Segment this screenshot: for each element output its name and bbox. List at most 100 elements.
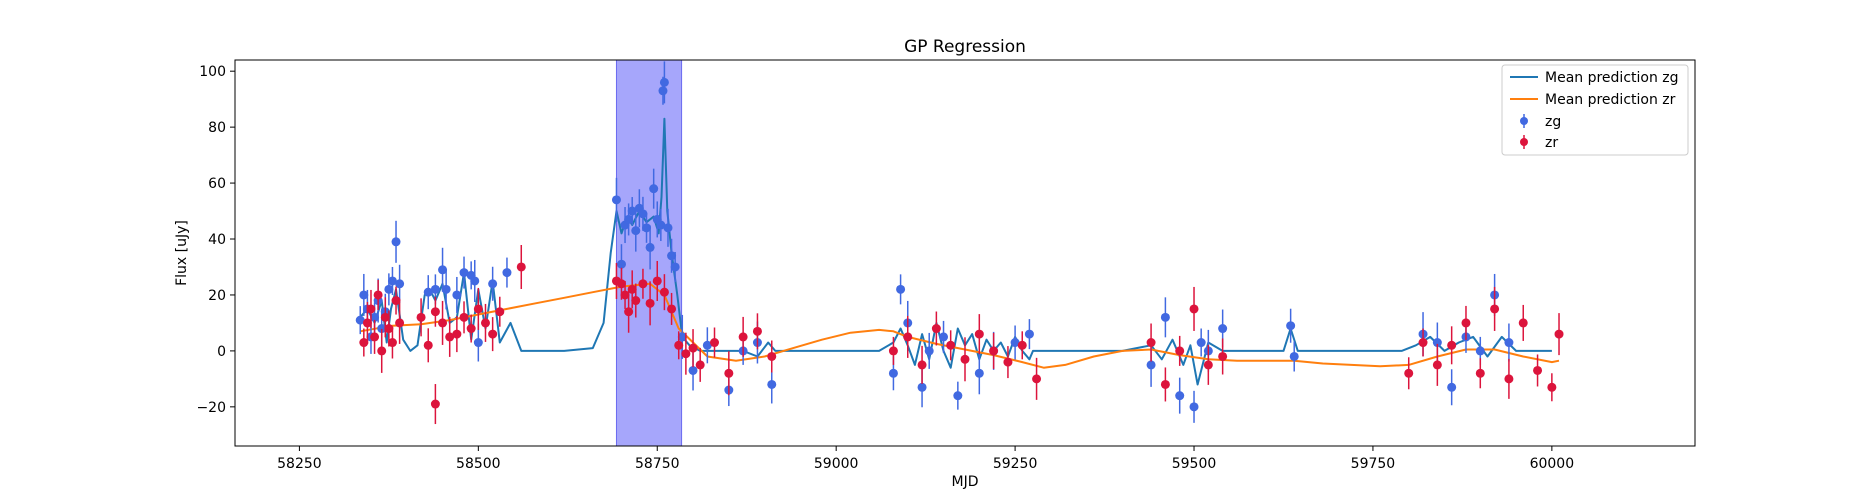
y-tick-label: 100 — [199, 64, 226, 80]
data-point — [649, 184, 659, 194]
data-point — [355, 315, 365, 325]
data-point — [738, 332, 748, 342]
data-point — [377, 346, 387, 356]
data-point — [1160, 312, 1170, 322]
data-point — [917, 382, 927, 392]
data-point — [652, 276, 662, 286]
data-point — [642, 223, 652, 233]
data-point — [370, 332, 380, 342]
data-point — [516, 262, 526, 272]
data-point — [1032, 374, 1042, 384]
data-point — [391, 296, 401, 306]
data-point — [960, 354, 970, 364]
data-point — [924, 346, 934, 356]
data-point — [710, 338, 720, 348]
data-point — [362, 318, 372, 328]
legend-label-zg: zg — [1545, 114, 1561, 130]
data-point — [1218, 351, 1228, 361]
data-point — [438, 318, 448, 328]
data-point — [974, 368, 984, 378]
data-point — [1146, 338, 1156, 348]
data-point — [627, 206, 637, 216]
legend-box — [1501, 64, 1689, 156]
data-point — [1175, 391, 1185, 401]
legend-swatch-zg-marker — [1520, 117, 1528, 125]
data-point — [616, 279, 626, 289]
data-point — [767, 351, 777, 361]
data-point — [681, 349, 691, 359]
x-tick-label: 60000 — [1530, 456, 1575, 472]
data-point — [1024, 329, 1034, 339]
data-point — [631, 226, 641, 236]
data-point — [373, 290, 383, 300]
data-point — [416, 312, 426, 322]
data-point — [702, 340, 712, 350]
data-point — [1010, 338, 1020, 348]
data-point — [445, 332, 455, 342]
data-point — [645, 242, 655, 252]
data-point — [638, 209, 648, 219]
y-tick-label: 60 — [208, 176, 226, 192]
data-point — [645, 298, 655, 308]
data-point — [1196, 338, 1206, 348]
legend: Mean prediction zg Mean prediction zr zg… — [1501, 64, 1689, 156]
data-point — [659, 77, 669, 87]
data-point — [359, 290, 369, 300]
data-point — [939, 332, 949, 342]
x-tick-label: 59500 — [1172, 456, 1217, 472]
data-point — [917, 360, 927, 370]
data-point — [1432, 338, 1442, 348]
x-axis-label: MJD — [952, 474, 979, 490]
legend-swatch-zr-marker — [1520, 138, 1528, 146]
chart-title: GP Regression — [904, 37, 1026, 57]
data-point — [430, 307, 440, 317]
data-point — [384, 284, 394, 294]
data-point — [616, 259, 626, 269]
data-point — [1447, 340, 1457, 350]
data-point — [659, 287, 669, 297]
data-point — [688, 365, 698, 375]
data-point — [384, 324, 394, 334]
data-point — [1289, 351, 1299, 361]
data-point — [670, 262, 680, 272]
data-point — [974, 329, 984, 339]
data-point — [1146, 360, 1156, 370]
data-point — [677, 332, 687, 342]
data-point — [480, 318, 490, 328]
data-point — [473, 304, 483, 314]
data-point — [953, 391, 963, 401]
data-point — [1418, 338, 1428, 348]
data-point — [638, 279, 648, 289]
data-point — [423, 340, 433, 350]
data-point — [1432, 360, 1442, 370]
data-point — [366, 304, 376, 314]
data-point — [1218, 324, 1228, 334]
data-point — [752, 326, 762, 336]
data-point — [438, 265, 448, 275]
x-tick-label: 58500 — [456, 456, 501, 472]
data-point — [1554, 329, 1564, 339]
data-point — [470, 276, 480, 286]
data-point — [1017, 340, 1027, 350]
data-point — [667, 304, 677, 314]
data-point — [631, 296, 641, 306]
data-point — [1504, 374, 1514, 384]
data-point — [1203, 360, 1213, 370]
data-point — [430, 399, 440, 409]
x-tick-label: 58250 — [277, 456, 322, 472]
data-point — [1475, 368, 1485, 378]
data-point — [387, 338, 397, 348]
data-point — [1003, 357, 1013, 367]
data-point — [1533, 365, 1543, 375]
data-point — [767, 379, 777, 389]
data-point — [1160, 379, 1170, 389]
data-point — [611, 195, 621, 205]
data-point — [1504, 338, 1514, 348]
data-point — [430, 284, 440, 294]
data-point — [395, 279, 405, 289]
data-point — [452, 329, 462, 339]
data-point — [1518, 318, 1528, 328]
data-point — [888, 368, 898, 378]
data-point — [495, 307, 505, 317]
